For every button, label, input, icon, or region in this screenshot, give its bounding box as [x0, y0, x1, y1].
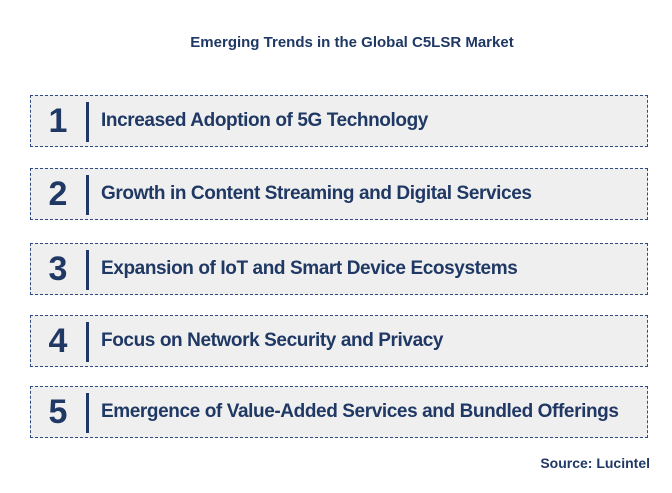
trend-separator [86, 102, 89, 142]
trend-item-3: 3 Expansion of IoT and Smart Device Ecos… [30, 243, 648, 295]
trend-label: Emergence of Value-Added Services and Bu… [101, 401, 619, 422]
trend-label: Increased Adoption of 5G Technology [101, 110, 428, 131]
trend-separator [86, 393, 89, 433]
trend-item-5: 5 Emergence of Value-Added Services and … [30, 386, 648, 438]
trend-label: Focus on Network Security and Privacy [101, 330, 444, 351]
trend-number: 2 [48, 174, 68, 213]
trend-item-1: 1 Increased Adoption of 5G Technology [30, 95, 648, 147]
trend-number: 1 [48, 101, 68, 140]
diagram-title: Emerging Trends in the Global C5LSR Mark… [190, 34, 514, 51]
trend-label: Expansion of IoT and Smart Device Ecosys… [101, 258, 518, 279]
trend-separator [86, 175, 89, 215]
trend-separator [86, 250, 89, 290]
trend-number: 5 [48, 392, 68, 431]
trend-number: 3 [48, 249, 68, 288]
trend-item-2: 2 Growth in Content Streaming and Digita… [30, 168, 648, 220]
trend-item-4: 4 Focus on Network Security and Privacy [30, 315, 648, 367]
trend-number: 4 [48, 321, 68, 360]
source-note: Source: Lucintel [540, 455, 650, 471]
trend-separator [86, 322, 89, 362]
trend-label: Growth in Content Streaming and Digital … [101, 183, 532, 204]
